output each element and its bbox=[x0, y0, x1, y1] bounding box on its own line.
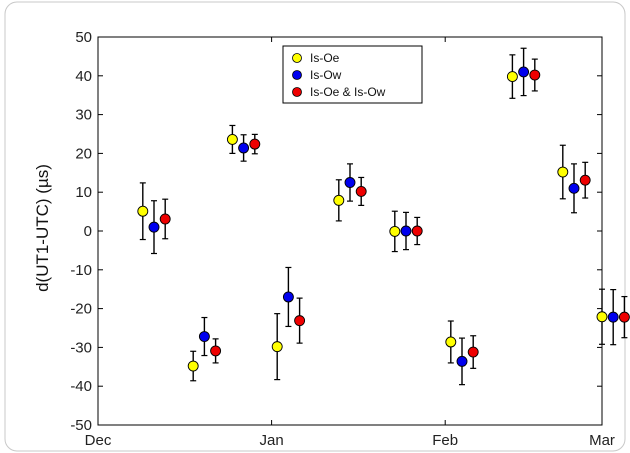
point-is-ow bbox=[148, 221, 160, 233]
legend-marker-is-ow bbox=[292, 70, 302, 80]
point-is-ow bbox=[344, 177, 356, 188]
point-is-oe-is-ow bbox=[159, 213, 171, 225]
point-is-oe-is-ow bbox=[579, 174, 591, 186]
y-axis-title: d(UT1-UTC) (µs) bbox=[33, 164, 52, 292]
point-is-oe-is-ow bbox=[355, 185, 367, 197]
x-tick-label: Mar bbox=[589, 432, 615, 449]
x-tick-labels: Dec Jan Feb Mar bbox=[85, 37, 615, 449]
y-tick-labels: 50 40 30 20 10 0 -10 -20 -30 -40 -50 bbox=[70, 29, 602, 434]
point-is-ow bbox=[456, 355, 468, 367]
y-tick-label: -50 bbox=[70, 417, 92, 434]
y-tick-label: -10 bbox=[70, 262, 92, 279]
point-is-oe bbox=[271, 341, 283, 353]
y-tick-label: -20 bbox=[70, 301, 92, 318]
y-tick-label: 20 bbox=[75, 145, 92, 162]
point-is-oe bbox=[333, 194, 345, 206]
legend-label-is-oe: Is-Oe bbox=[310, 51, 340, 65]
x-tick-label: Dec bbox=[85, 432, 112, 449]
point-is-oe-is-ow bbox=[618, 311, 630, 323]
legend-marker-is-oe-is-ow bbox=[292, 87, 302, 97]
x-tick-label: Feb bbox=[432, 432, 458, 449]
point-is-oe bbox=[506, 71, 518, 83]
point-is-oe bbox=[557, 166, 569, 178]
point-is-oe-is-ow bbox=[210, 345, 222, 357]
point-is-oe bbox=[137, 205, 149, 217]
point-is-oe-is-ow bbox=[411, 225, 423, 237]
point-is-ow bbox=[518, 66, 530, 78]
y-tick-label: -40 bbox=[70, 378, 92, 395]
point-is-oe bbox=[445, 336, 457, 348]
point-is-oe-is-ow bbox=[529, 69, 541, 81]
point-is-oe bbox=[187, 360, 199, 372]
y-tick-label: 10 bbox=[75, 184, 92, 201]
legend-box bbox=[282, 45, 423, 104]
point-is-ow bbox=[198, 331, 210, 342]
point-is-oe bbox=[226, 133, 238, 145]
legend-label-is-oe-is-ow: Is-Oe & Is-Ow bbox=[310, 85, 386, 99]
point-is-oe bbox=[596, 311, 608, 323]
y-tick-label: -30 bbox=[70, 339, 92, 356]
point-is-oe-is-ow bbox=[249, 138, 261, 150]
point-is-ow bbox=[400, 225, 412, 237]
point-is-ow bbox=[282, 291, 294, 303]
point-is-ow bbox=[568, 182, 580, 194]
data-marks bbox=[137, 47, 630, 386]
legend-label-is-ow: Is-Ow bbox=[310, 68, 342, 82]
x-tick-label: Jan bbox=[260, 432, 284, 449]
y-tick-label: 0 bbox=[84, 223, 92, 240]
legend: Is-Oe Is-Ow Is-Oe & Is-Ow bbox=[282, 45, 423, 104]
point-is-oe bbox=[389, 225, 401, 237]
point-is-ow bbox=[607, 311, 619, 323]
legend-marker-is-oe bbox=[292, 53, 302, 63]
figure-border bbox=[4, 1, 626, 452]
y-tick-label: 40 bbox=[75, 68, 92, 85]
point-is-oe-is-ow bbox=[467, 346, 479, 358]
y-tick-label: 50 bbox=[75, 29, 92, 46]
y-tick-label: 30 bbox=[75, 107, 92, 124]
point-is-oe-is-ow bbox=[294, 315, 306, 327]
point-is-ow bbox=[238, 142, 250, 154]
